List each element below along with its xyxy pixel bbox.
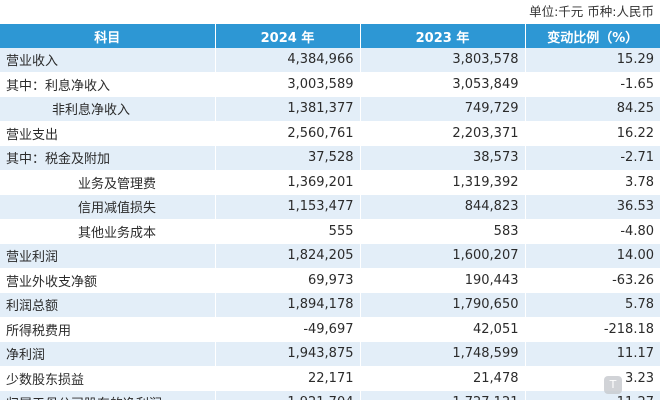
change-pct: 15.29 [525,48,660,73]
value-2024: 22,171 [215,366,361,391]
text-tool-icon[interactable]: T [604,376,622,394]
header-2023: 2023 年 [360,24,526,48]
table-row: 其中：税金及附加 37,528 38,573 -2.71 [0,145,660,171]
value-2024: 555 [215,219,361,244]
row-label: 其他业务成本 [0,219,216,244]
value-2023: 2,203,371 [360,121,526,146]
row-label: 净利润 [0,341,216,367]
table-row: 其中：利息净收入 3,003,589 3,053,849 -1.65 [0,72,660,97]
income-statement-table: 科目 2024 年 2023 年 变动比例（%） 营业收入 4,384,966 … [0,24,660,400]
row-label: 少数股东损益 [0,366,216,391]
value-2024: 1,943,875 [215,341,361,367]
row-label: 信用减值损失 [0,194,216,220]
value-2023: 3,803,578 [360,48,526,73]
change-pct: 16.22 [525,121,660,146]
value-2024: 1,153,477 [215,194,361,220]
table-header-row: 科目 2024 年 2023 年 变动比例（%） [0,24,660,48]
value-2024: -49,697 [215,317,361,342]
table-row: 营业收入 4,384,966 3,803,578 15.29 [0,48,660,73]
row-label: 利润总额 [0,292,216,318]
row-label: 归属于母公司股东的净利润 [0,390,216,400]
value-2023: 583 [360,219,526,244]
row-label: 其中：税金及附加 [0,145,216,171]
table-row: 其他业务成本 555 583 -4.80 [0,219,660,244]
change-pct: 5.78 [525,292,660,318]
value-2024: 1,894,178 [215,292,361,318]
value-2023: 749,729 [360,96,526,122]
value-2024: 1,381,377 [215,96,361,122]
value-2023: 3,053,849 [360,72,526,97]
change-pct: 11.17 [525,341,660,367]
header-item: 科目 [0,24,216,48]
value-2023: 1,790,650 [360,292,526,318]
value-2023: 21,478 [360,366,526,391]
change-pct: 14.00 [525,243,660,269]
value-2023: 38,573 [360,145,526,171]
row-label: 营业支出 [0,121,216,146]
value-2023: 1,748,599 [360,341,526,367]
value-2024: 1,369,201 [215,170,361,195]
unit-currency-note: 单位:千元 币种:人民币 [529,4,654,19]
table-row: 少数股东损益 22,171 21,478 3.23 [0,366,660,391]
value-2023: 42,051 [360,317,526,342]
table-row: 业务及管理费 1,369,201 1,319,392 3.78 [0,170,660,195]
change-pct: 3.78 [525,170,660,195]
value-2024: 1,824,205 [215,243,361,269]
table-row: 营业外收支净额 69,973 190,443 -63.26 [0,268,660,293]
value-2023: 844,823 [360,194,526,220]
table-row: 营业利润 1,824,205 1,600,207 14.00 [0,243,660,269]
change-pct: -2.71 [525,145,660,171]
header-change-ratio: 变动比例（%） [525,24,660,48]
row-label: 营业外收支净额 [0,268,216,293]
value-2023: 1,319,392 [360,170,526,195]
table-row: 归属于母公司股东的净利润 1,921,704 1,727,121 11.27 [0,390,660,400]
value-2024: 4,384,966 [215,48,361,73]
row-label: 所得税费用 [0,317,216,342]
table-row: 净利润 1,943,875 1,748,599 11.17 [0,341,660,367]
table-row: 信用减值损失 1,153,477 844,823 36.53 [0,194,660,220]
value-2024: 1,921,704 [215,390,361,400]
value-2024: 3,003,589 [215,72,361,97]
row-label: 非利息净收入 [0,96,216,122]
row-label: 其中：利息净收入 [0,72,216,97]
row-label: 营业利润 [0,243,216,269]
change-pct: 84.25 [525,96,660,122]
change-pct: 3.23 [525,366,660,391]
change-pct: -4.80 [525,219,660,244]
change-pct: -1.65 [525,72,660,97]
value-2024: 2,560,761 [215,121,361,146]
change-pct: -63.26 [525,268,660,293]
value-2024: 69,973 [215,268,361,293]
change-pct: -218.18 [525,317,660,342]
table-row: 所得税费用 -49,697 42,051 -218.18 [0,317,660,342]
table-row: 营业支出 2,560,761 2,203,371 16.22 [0,121,660,146]
header-2024: 2024 年 [215,24,361,48]
table-row: 利润总额 1,894,178 1,790,650 5.78 [0,292,660,318]
table-row: 非利息净收入 1,381,377 749,729 84.25 [0,96,660,122]
row-label: 业务及管理费 [0,170,216,195]
value-2023: 190,443 [360,268,526,293]
change-pct: 36.53 [525,194,660,220]
value-2023: 1,727,121 [360,390,526,400]
row-label: 营业收入 [0,48,216,73]
change-pct: 11.27 [525,390,660,400]
value-2023: 1,600,207 [360,243,526,269]
value-2024: 37,528 [215,145,361,171]
